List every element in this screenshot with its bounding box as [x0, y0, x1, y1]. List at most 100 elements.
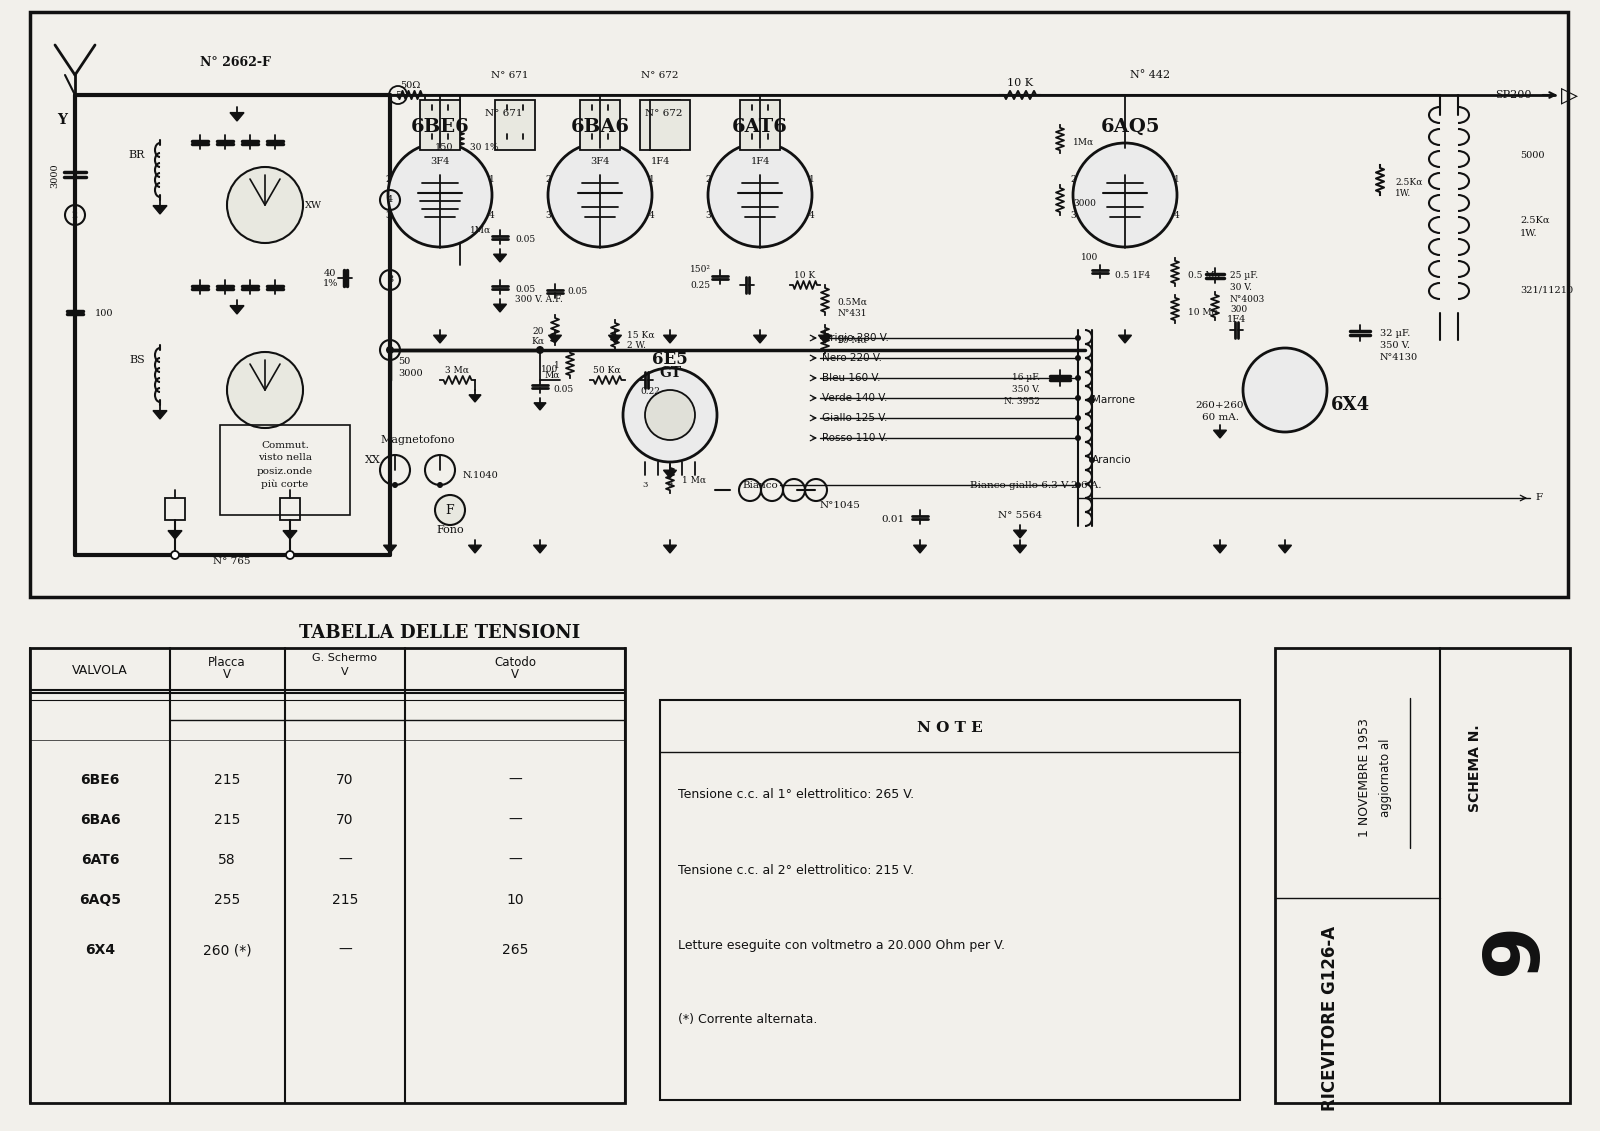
Polygon shape — [1213, 545, 1227, 553]
Text: 32 µF.: 32 µF. — [1379, 328, 1410, 337]
Text: 4: 4 — [490, 210, 494, 219]
Polygon shape — [154, 206, 166, 214]
Text: N°431: N°431 — [837, 309, 867, 318]
Text: 60 mA.: 60 mA. — [1202, 413, 1238, 422]
Text: 70: 70 — [336, 772, 354, 787]
Polygon shape — [469, 395, 482, 402]
Text: 1F4: 1F4 — [1227, 316, 1246, 325]
Polygon shape — [168, 530, 182, 539]
Text: 100: 100 — [541, 365, 558, 374]
Text: TABELLA DELLE TENSIONI: TABELLA DELLE TENSIONI — [299, 624, 581, 642]
Text: BR: BR — [128, 150, 146, 159]
Circle shape — [227, 352, 302, 428]
Text: posiz.onde: posiz.onde — [258, 466, 314, 475]
Text: 260 (*): 260 (*) — [203, 943, 251, 957]
Text: Magnetofono: Magnetofono — [381, 435, 456, 444]
Polygon shape — [1013, 530, 1027, 538]
Text: 100: 100 — [94, 309, 114, 318]
Text: 70: 70 — [336, 813, 354, 827]
Text: 30 1%: 30 1% — [470, 143, 499, 152]
Text: 6AQ5: 6AQ5 — [78, 893, 122, 907]
Polygon shape — [1118, 335, 1131, 343]
Polygon shape — [914, 545, 926, 553]
Text: 6BA6: 6BA6 — [571, 118, 629, 136]
Text: Y: Y — [58, 113, 67, 127]
Bar — [1275, 648, 1570, 1103]
Text: 350 V.: 350 V. — [1013, 386, 1040, 395]
Bar — [650, 100, 690, 150]
Text: 1 Mα: 1 Mα — [682, 475, 706, 484]
Text: 6AT6: 6AT6 — [80, 853, 120, 867]
Text: N° 765: N° 765 — [213, 558, 251, 567]
Text: Letture eseguite con voltmetro a 20.000 Ohm per V.: Letture eseguite con voltmetro a 20.000 … — [678, 939, 1005, 951]
Text: 2: 2 — [706, 175, 710, 184]
Text: 3 Mα: 3 Mα — [445, 365, 469, 374]
Text: 16 µF.: 16 µF. — [1011, 373, 1040, 382]
Text: Arancio: Arancio — [1091, 455, 1131, 465]
Text: G. Schermo: G. Schermo — [312, 653, 378, 663]
Text: 0.05: 0.05 — [566, 286, 587, 295]
Text: 1: 1 — [650, 175, 654, 184]
Polygon shape — [1213, 430, 1227, 438]
Polygon shape — [534, 403, 546, 411]
Text: 10 K: 10 K — [1006, 78, 1034, 88]
Text: 58: 58 — [218, 853, 235, 867]
Text: 255: 255 — [214, 893, 240, 907]
Bar — [280, 498, 301, 520]
Circle shape — [1075, 395, 1082, 402]
Text: 0.05: 0.05 — [554, 386, 573, 395]
Text: Commut.: Commut. — [261, 440, 309, 449]
Text: 2: 2 — [72, 210, 78, 219]
Text: 3: 3 — [386, 210, 390, 219]
Text: 5000: 5000 — [1520, 150, 1544, 159]
Circle shape — [1090, 457, 1094, 463]
Circle shape — [536, 346, 544, 354]
Polygon shape — [664, 335, 677, 343]
Text: Tensione c.c. al 2° elettrolitico: 215 V.: Tensione c.c. al 2° elettrolitico: 215 V… — [678, 863, 914, 877]
Text: 10: 10 — [506, 893, 523, 907]
Text: Giallo 125 V.: Giallo 125 V. — [822, 413, 888, 423]
Text: 3: 3 — [642, 481, 648, 489]
Text: 6X4: 6X4 — [85, 943, 115, 957]
Text: 3000: 3000 — [1074, 199, 1096, 207]
Text: —: — — [509, 772, 522, 787]
Text: Grigio 280 V.: Grigio 280 V. — [822, 333, 890, 343]
Text: 0.5 Mα: 0.5 Mα — [1187, 270, 1221, 279]
Polygon shape — [434, 335, 446, 343]
Text: —: — — [509, 853, 522, 867]
Text: 10 K: 10 K — [794, 270, 816, 279]
Text: XW: XW — [306, 200, 322, 209]
Text: —: — — [338, 853, 352, 867]
Bar — [661, 700, 1240, 1100]
Circle shape — [1074, 143, 1178, 247]
Bar — [494, 100, 534, 150]
Text: N°1045: N°1045 — [819, 501, 861, 509]
Circle shape — [645, 390, 694, 440]
Text: SCHEMA N.: SCHEMA N. — [1469, 724, 1482, 812]
Text: N° 671: N° 671 — [485, 109, 523, 118]
Text: 30 V.: 30 V. — [1230, 284, 1251, 293]
Text: 15 Kα: 15 Kα — [627, 330, 654, 339]
Text: 6BE6: 6BE6 — [80, 772, 120, 787]
Text: 10 Mα: 10 Mα — [837, 336, 867, 345]
Text: N.1040: N.1040 — [462, 470, 498, 480]
Polygon shape — [493, 254, 507, 262]
Text: 1: 1 — [1174, 175, 1179, 184]
Text: Bianco: Bianco — [742, 481, 778, 490]
Text: VALVOLA: VALVOLA — [72, 664, 128, 676]
Text: N°4003: N°4003 — [1230, 295, 1266, 304]
Circle shape — [392, 482, 398, 487]
Circle shape — [435, 495, 466, 525]
Text: Placca: Placca — [208, 656, 246, 668]
Circle shape — [286, 551, 294, 559]
Text: 150²: 150² — [690, 266, 710, 275]
Text: 1: 1 — [490, 175, 494, 184]
Text: —: — — [338, 943, 352, 957]
Text: 1W.: 1W. — [1520, 228, 1538, 238]
Text: Bleu 160 V.: Bleu 160 V. — [822, 373, 880, 383]
Bar — [579, 100, 621, 150]
Text: V: V — [510, 668, 518, 682]
Text: 50: 50 — [398, 357, 410, 366]
Text: 40: 40 — [323, 268, 336, 277]
Text: 1%: 1% — [322, 278, 338, 287]
